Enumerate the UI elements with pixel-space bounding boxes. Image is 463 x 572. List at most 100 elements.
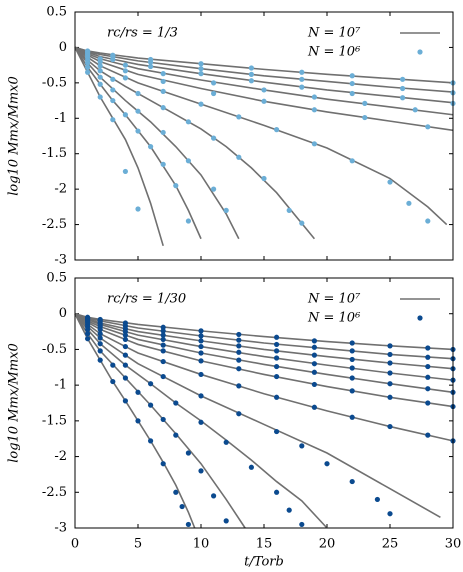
sim-point	[311, 381, 317, 388]
y-tick-label: -2	[54, 182, 67, 197]
y-axis-label: log10 Mmx/Mmx0	[7, 76, 22, 196]
sim-point	[274, 348, 280, 354]
legend-label: N = 10⁷	[307, 26, 361, 41]
sim-point	[299, 76, 305, 82]
sim-point	[198, 66, 204, 72]
sim-point	[198, 61, 204, 67]
sim-point	[261, 98, 267, 104]
x-tick-label: 20	[319, 537, 336, 552]
y-tick-label: -1.5	[42, 413, 67, 428]
sim-point	[425, 218, 431, 224]
sim-point	[135, 108, 141, 114]
sim-point	[425, 374, 431, 380]
sim-point	[148, 381, 154, 387]
sim-point	[110, 378, 116, 385]
sim-point	[236, 383, 242, 389]
sim-point	[160, 161, 166, 167]
annotation: rc/rs = 1/30	[107, 292, 186, 307]
sim-point	[311, 404, 317, 410]
sim-point	[85, 326, 91, 333]
sim-point	[349, 348, 355, 354]
sim-point	[198, 333, 204, 339]
sim-point	[160, 324, 166, 330]
x-tick-label: 15	[256, 537, 273, 552]
sim-point	[236, 357, 242, 363]
y-tick-label: -0.5	[42, 75, 67, 90]
sim-point	[160, 373, 166, 380]
y-axis-label: log10 Mmx/Mmx0	[7, 343, 22, 463]
sim-point	[236, 343, 242, 349]
plot-frame	[74, 11, 454, 261]
sim-point	[286, 507, 292, 513]
sim-point	[97, 331, 103, 337]
sim-point	[324, 461, 330, 467]
sim-point	[211, 135, 217, 141]
sim-point	[274, 428, 280, 435]
sim-point	[97, 326, 103, 333]
sim-point	[349, 365, 355, 371]
sim-point	[425, 363, 431, 370]
y-tick-label: 0	[59, 40, 67, 55]
legend-point	[417, 315, 423, 321]
sim-point	[173, 489, 179, 495]
y-tick-label: -3	[54, 253, 67, 268]
sim-point	[311, 361, 317, 367]
sim-point	[299, 69, 305, 75]
panel: 0.5 0 -0.5 -1 -1.5 -2 -2.5 -3 0 5 10 15 20 25 30 rc/rs …	[7, 271, 462, 570]
sim-point	[160, 461, 166, 467]
sim-point	[311, 107, 317, 113]
sim-point	[387, 511, 393, 517]
sim-point	[122, 352, 128, 358]
y-tick-label: -2.5	[42, 217, 67, 232]
sim-point	[400, 95, 406, 101]
sim-point	[311, 141, 317, 147]
sim-point	[349, 90, 355, 97]
sim-point	[160, 78, 166, 85]
sim-point	[135, 418, 141, 424]
model-curve	[74, 47, 164, 247]
sim-point	[425, 386, 431, 392]
x-tick-label: 0	[71, 537, 79, 552]
sim-point	[85, 336, 91, 342]
sim-point	[236, 114, 242, 120]
sim-point	[97, 68, 103, 74]
sim-point	[122, 398, 128, 404]
sim-point	[122, 336, 128, 343]
sim-point	[198, 338, 204, 344]
sim-point	[198, 419, 204, 425]
sim-point	[198, 468, 204, 474]
model-curve	[74, 46, 316, 240]
y-tick-label: 0.5	[46, 271, 67, 286]
model-curve	[74, 46, 448, 226]
sim-point	[160, 348, 166, 354]
sim-point	[85, 60, 91, 66]
sim-point	[223, 207, 229, 213]
sim-point	[274, 489, 280, 495]
sim-point	[135, 206, 141, 212]
panel: 0.5 0 -0.5 -1 -1.5 -2 -2.5 -3 rc/rs = 1/3 N = 10⁷…	[7, 5, 456, 268]
model-curve	[74, 46, 454, 84]
sim-point	[85, 69, 91, 75]
sim-point	[110, 362, 116, 368]
sim-point	[425, 354, 431, 360]
sim-point	[211, 80, 217, 86]
sim-point	[135, 389, 141, 395]
model-curve	[74, 313, 328, 529]
sim-point	[236, 366, 242, 372]
sim-point	[311, 94, 317, 100]
sim-point	[274, 394, 280, 400]
sim-point	[198, 393, 204, 399]
sim-point	[412, 107, 418, 113]
sim-point	[223, 439, 229, 445]
sim-point	[349, 388, 355, 394]
sim-point	[299, 443, 305, 449]
sim-point	[387, 351, 393, 358]
sim-point	[349, 478, 355, 485]
y-tick-label: -1.5	[42, 146, 67, 161]
legend-point	[417, 49, 423, 55]
sim-point	[97, 348, 103, 354]
sim-point	[311, 369, 317, 375]
y-tick-label: 0	[59, 306, 67, 321]
sim-point	[349, 158, 355, 164]
sim-point	[248, 71, 254, 77]
